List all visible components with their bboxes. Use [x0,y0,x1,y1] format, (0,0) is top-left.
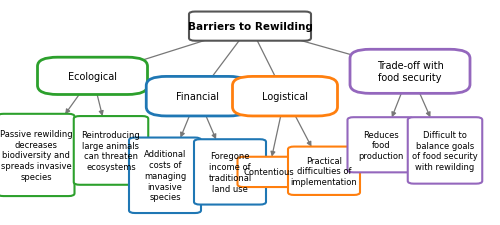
FancyBboxPatch shape [38,58,148,95]
Text: Reduces
food
production: Reduces food production [358,130,404,160]
Text: Contentious: Contentious [243,168,294,177]
Text: Practical
difficulties of
implementation: Practical difficulties of implementation [290,156,358,186]
FancyBboxPatch shape [129,138,201,213]
FancyBboxPatch shape [189,12,311,41]
Text: Ecological: Ecological [68,72,117,81]
Text: Additional
costs of
managing
invasive
species: Additional costs of managing invasive sp… [144,150,186,201]
FancyBboxPatch shape [288,147,360,195]
FancyBboxPatch shape [194,140,266,205]
Text: Passive rewilding
decreases
biodiversity and
spreads invasive
species: Passive rewilding decreases biodiversity… [0,129,72,181]
Text: Reintroducing
large animals
can threaten
ecosystems: Reintroducing large animals can threaten… [82,130,140,171]
Text: Financial: Financial [176,92,219,102]
FancyBboxPatch shape [0,114,74,196]
FancyBboxPatch shape [146,77,249,117]
FancyBboxPatch shape [232,77,338,117]
Text: Trade-off with
food security: Trade-off with food security [376,61,444,83]
Text: Barriers to Rewilding: Barriers to Rewilding [188,22,312,32]
FancyBboxPatch shape [348,118,414,173]
Text: Foregone
income of
traditional
land use: Foregone income of traditional land use [208,152,252,193]
FancyBboxPatch shape [238,157,300,187]
FancyBboxPatch shape [74,117,148,185]
FancyBboxPatch shape [408,118,482,184]
FancyBboxPatch shape [350,50,470,94]
Text: Logistical: Logistical [262,92,308,102]
Text: Difficult to
balance goals
of food security
with rewilding: Difficult to balance goals of food secur… [412,130,478,171]
